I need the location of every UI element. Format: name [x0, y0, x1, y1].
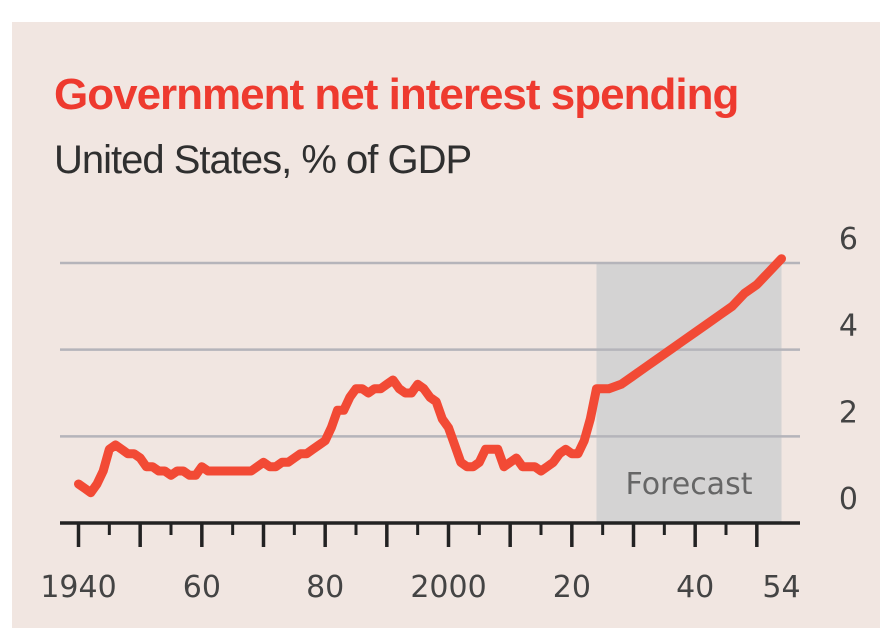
x-tick-label: 2000: [410, 570, 486, 605]
x-tick-label: 80: [306, 570, 344, 605]
x-tick-label: 60: [183, 570, 221, 605]
y-tick-label: 0: [839, 482, 858, 517]
x-tick-label: 54: [762, 570, 800, 605]
y-tick-label: 6: [839, 222, 858, 257]
x-tick-label: 1940: [40, 570, 116, 605]
chart-title: Government net interest spending: [54, 70, 739, 119]
forecast-region: [596, 263, 782, 523]
series-line: [74, 254, 786, 498]
forecast-label: Forecast: [626, 467, 753, 502]
chart-subtitle: United States, % of GDP: [54, 138, 472, 182]
x-tick-label: 40: [676, 570, 714, 605]
y-tick-label: 4: [839, 309, 858, 344]
y-tick-label: 2: [839, 395, 858, 430]
x-tick-label: 20: [553, 570, 591, 605]
